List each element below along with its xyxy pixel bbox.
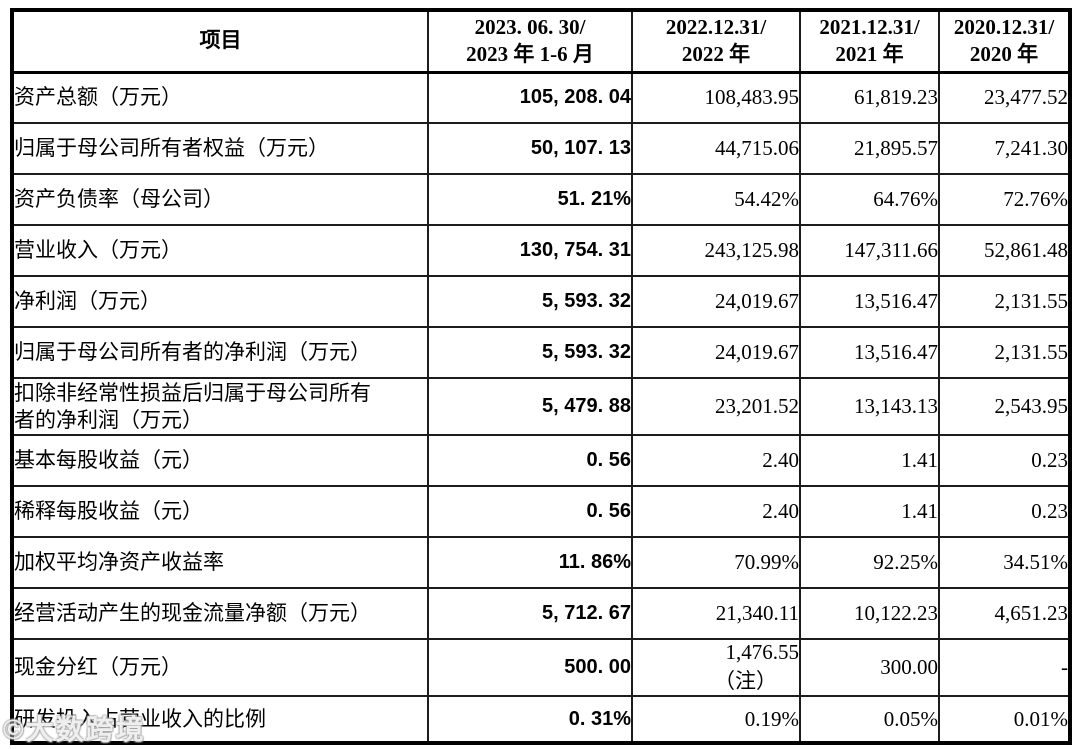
value-2021-cell: 64.76% [799,173,940,226]
value-2020-cell: 52,861.48 [938,224,1071,277]
dividend-2022-amount: 1,476.55 [725,640,799,664]
period-2021-line2: 2021 年 [835,42,904,67]
header-row: 项目 2023. 06. 30/ 2023 年 1-6 月 2022.12.31… [11,9,1071,74]
value-2021-cell: 21,895.57 [799,122,940,175]
row-label-cell: 基本每股收益（元） [11,434,429,487]
period-2022-line1: 2022.12.31/ [665,14,767,39]
value-2021-cell: 147,311.66 [799,224,940,277]
financial-summary-table: 项目 2023. 06. 30/ 2023 年 1-6 月 2022.12.31… [10,8,1072,745]
value-2022-cell: 0.19% [631,695,801,744]
value-2022-cell: 44,715.06 [631,122,801,175]
value-2021-cell: 0.05% [799,695,940,744]
row-label-cell: 营业收入（万元） [11,224,429,277]
row-basic-eps: 基本每股收益（元） 0. 56 2.40 1.41 0.23 [11,434,1071,487]
row-label-cell: 扣除非经常性损益后归属于母公司所有 者的净利润（万元） [11,377,429,436]
row-debt-ratio-parent: 资产负债率（母公司） 51. 21% 54.42% 64.76% 72.76% [11,173,1071,226]
value-2023-cell: 11. 86% [427,536,633,589]
value-2020-cell: 4,651.23 [938,587,1071,640]
row-label-cell: 资产总额（万元） [11,71,429,124]
value-2020-cell: 7,241.30 [938,122,1071,175]
row-cash-dividend: 现金分红（万元） 500. 00 1,476.55 （注） 300.00 - [11,638,1071,697]
period-2023-line2: 2023 年 1-6 月 [466,42,594,67]
row-label-cell: 现金分红（万元） [11,638,429,697]
value-2021-cell: 1.41 [799,485,940,538]
column-header-2022: 2022.12.31/ 2022 年 [631,9,801,74]
row-weighted-avg-roe: 加权平均净资产收益率 11. 86% 70.99% 92.25% 34.51% [11,536,1071,589]
period-2021-line1: 2021.12.31/ [819,14,920,39]
value-2023-cell: 5, 479. 88 [427,377,633,436]
value-2020-cell: 2,543.95 [938,377,1071,436]
dividend-2022-note: （注） [714,669,777,693]
period-2022-line2: 2022 年 [681,42,751,67]
period-2023-line1: 2023. 06. 30/ [474,14,586,39]
value-2022-cell: 70.99% [631,536,801,589]
row-total-assets: 资产总额（万元） 105, 208. 04 108,483.95 61,819.… [11,71,1071,124]
value-2021-cell: 1.41 [799,434,940,487]
value-2020-cell: 2,131.55 [938,326,1071,379]
value-2020-cell: 23,477.52 [938,71,1071,124]
value-2022-cell: 2.40 [631,434,801,487]
value-2023-cell: 51. 21% [427,173,633,226]
value-2021-cell: 10,122.23 [799,587,940,640]
value-2022-cell: 243,125.98 [631,224,801,277]
column-header-2021: 2021.12.31/ 2021 年 [799,9,940,74]
row-label-cell: 研发投入占营业收入的比例 [11,695,429,744]
row-label-cell: 净利润（万元） [11,275,429,328]
value-2023-cell: 500. 00 [427,638,633,697]
value-2023-cell: 0. 31% [427,695,633,744]
row-label-line1: 扣除非经常性损益后归属于母公司所有 [14,380,371,405]
column-header-2020: 2020.12.31/ 2020 年 [938,9,1071,74]
value-2020-cell: 0.01% [938,695,1071,744]
value-2022-cell: 24,019.67 [631,326,801,379]
value-2021-cell: 13,516.47 [799,275,940,328]
value-2020-cell: 0.23 [938,434,1071,487]
column-header-item: 项目 [11,9,429,74]
value-2022-cell: 24,019.67 [631,275,801,328]
value-2023-cell: 0. 56 [427,485,633,538]
value-2023-cell: 5, 593. 32 [427,275,633,328]
row-parent-equity: 归属于母公司所有者权益（万元） 50, 107. 13 44,715.06 21… [11,122,1071,175]
value-2023-cell: 5, 712. 67 [427,587,633,640]
value-2022-cell: 1,476.55 （注） [631,638,801,697]
row-label-cell: 加权平均净资产收益率 [11,536,429,589]
value-2020-cell: 72.76% [938,173,1071,226]
period-2020-line2: 2020 年 [969,42,1039,67]
value-2023-cell: 105, 208. 04 [427,71,633,124]
row-label-cell: 归属于母公司所有者权益（万元） [11,122,429,175]
value-2021-cell: 13,516.47 [799,326,940,379]
item-header-label: 项目 [199,28,242,53]
value-2022-cell: 23,201.52 [631,377,801,436]
value-2022-cell: 21,340.11 [631,587,801,640]
row-label-cell: 归属于母公司所有者的净利润（万元） [11,326,429,379]
row-diluted-eps: 稀释每股收益（元） 0. 56 2.40 1.41 0.23 [11,485,1071,538]
value-2021-cell: 92.25% [799,536,940,589]
period-2020-line1: 2020.12.31/ [953,14,1055,39]
row-net-profit-after-nonrecurring: 扣除非经常性损益后归属于母公司所有 者的净利润（万元） 5, 479. 88 2… [11,377,1071,436]
row-label-cell: 经营活动产生的现金流量净额（万元） [11,587,429,640]
value-2022-cell: 108,483.95 [631,71,801,124]
value-2021-cell: 61,819.23 [799,71,940,124]
value-2023-cell: 50, 107. 13 [427,122,633,175]
column-header-2023h1: 2023. 06. 30/ 2023 年 1-6 月 [427,9,633,74]
row-label-cell: 稀释每股收益（元） [11,485,429,538]
value-2020-cell: 34.51% [938,536,1071,589]
value-2021-cell: 300.00 [799,638,940,697]
value-2021-cell: 13,143.13 [799,377,940,436]
value-2020-cell: 0.23 [938,485,1071,538]
value-2022-cell: 2.40 [631,485,801,538]
value-2020-cell: 2,131.55 [938,275,1071,328]
value-2020-cell: - [938,638,1071,697]
row-operating-revenue: 营业收入（万元） 130, 754. 31 243,125.98 147,311… [11,224,1071,277]
row-label-cell: 资产负债率（母公司） [11,173,429,226]
row-net-profit-attributable: 归属于母公司所有者的净利润（万元） 5, 593. 32 24,019.67 1… [11,326,1071,379]
value-2022-cell: 54.42% [631,173,801,226]
row-net-profit: 净利润（万元） 5, 593. 32 24,019.67 13,516.47 2… [11,275,1071,328]
row-rd-expense-ratio: 研发投入占营业收入的比例 0. 31% 0.19% 0.05% 0.01% [11,695,1071,744]
value-2023-cell: 130, 754. 31 [427,224,633,277]
row-label-line2: 者的净利润（万元） [14,407,203,432]
value-2023-cell: 0. 56 [427,434,633,487]
row-operating-cash-flow: 经营活动产生的现金流量净额（万元） 5, 712. 67 21,340.11 1… [11,587,1071,640]
value-2023-cell: 5, 593. 32 [427,326,633,379]
